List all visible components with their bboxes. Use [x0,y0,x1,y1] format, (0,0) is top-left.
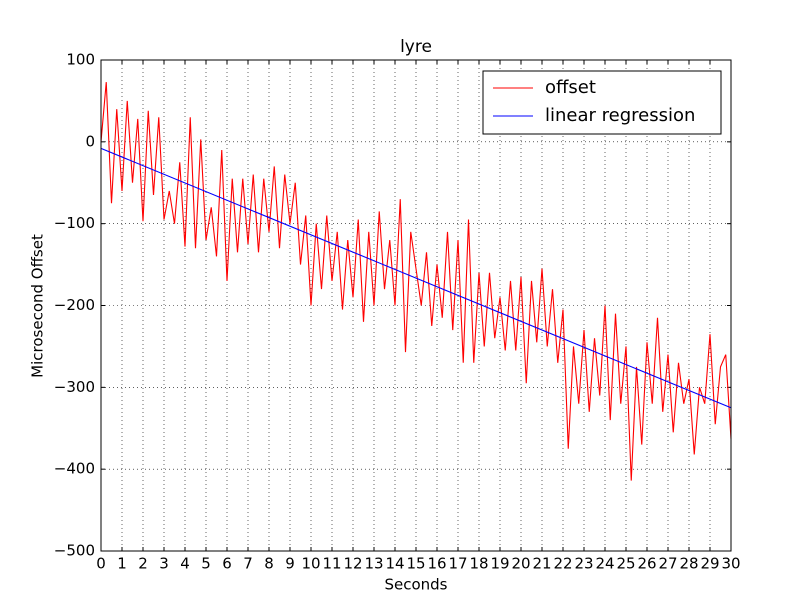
x-tick-label: 26 [637,555,656,573]
legend-box [482,70,722,135]
x-tick-label: 9 [285,555,295,573]
x-tick-label: 27 [658,555,677,573]
x-tick-label: 20 [511,555,530,573]
x-tick-label: 1 [117,555,127,573]
y-tick-label: −200 [54,296,95,314]
x-tick-label: 11 [322,555,341,573]
x-tick-label: 30 [721,555,740,573]
x-tick-label: 5 [201,555,211,573]
x-tick-label: 0 [96,555,106,573]
x-tick-label: 25 [616,555,635,573]
x-tick-label: 18 [469,555,488,573]
y-tick-label: 0 [85,132,95,150]
x-tick-label: 7 [243,555,253,573]
y-tick-label: −100 [54,214,95,232]
x-tick-label: 16 [427,555,446,573]
legend-label: linear regression [545,105,695,126]
y-tick-label: 100 [66,51,95,69]
x-tick-label: 6 [222,555,232,573]
x-tick-label: 3 [159,555,169,573]
y-tick-label: −300 [54,378,95,396]
x-tick-label: 14 [385,555,404,573]
x-tick-label: 8 [264,555,274,573]
x-tick-label: 2 [138,555,148,573]
y-tick-label: −400 [54,460,95,478]
x-tick-label: 12 [343,555,362,573]
x-tick-label: 13 [364,555,383,573]
x-tick-label: 21 [532,555,551,573]
x-tick-label: 29 [700,555,719,573]
x-tick-label: 19 [490,555,509,573]
y-tick-label: −500 [54,542,95,560]
x-tick-label: 15 [406,555,425,573]
chart-title: lyre [400,37,432,57]
plot-frame [100,59,732,552]
x-tick-label: 4 [180,555,190,573]
x-tick-label: 17 [448,555,467,573]
series-line [100,147,732,409]
x-tick-label: 23 [574,555,593,573]
x-tick-label: 22 [553,555,572,573]
y-axis-label: Microsecond Offset [29,234,47,378]
x-tick-label: 28 [679,555,698,573]
x-tick-label: 24 [595,555,614,573]
series-line [100,82,732,481]
x-axis-label: Seconds [384,576,447,594]
x-tick-label: 10 [301,555,320,573]
legend-label: offset [545,77,596,98]
